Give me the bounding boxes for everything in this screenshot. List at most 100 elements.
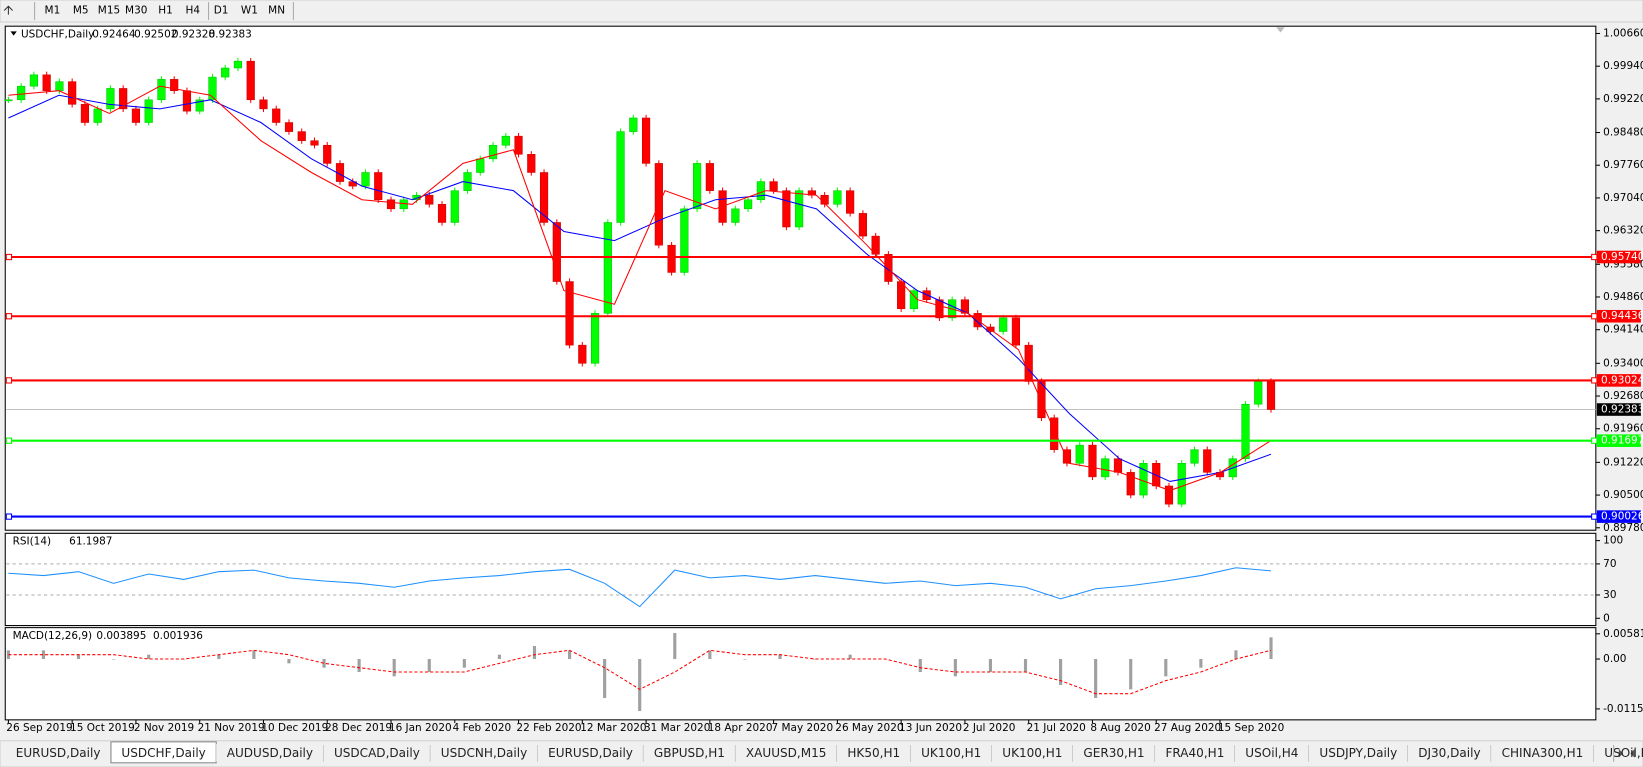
tab-background[interactable] [323, 743, 431, 762]
tab-background[interactable] [643, 743, 736, 762]
timeframe-button[interactable]: MN [268, 4, 285, 16]
tab-background[interactable] [735, 743, 837, 762]
tab-label[interactable]: XAUUSD,M15 [746, 746, 827, 760]
timeframe-button[interactable]: M15 [98, 4, 120, 16]
tab[interactable]: GER30,H1 [1072, 743, 1156, 762]
x-tick-label: 21 Nov 2019 [198, 722, 265, 734]
candle [1190, 449, 1199, 464]
candle [272, 108, 281, 123]
tab-label[interactable]: USDCHF,Daily [121, 746, 205, 760]
level-label: 0.94436 [1601, 310, 1643, 322]
candle [284, 122, 294, 132]
level-anchor[interactable] [1591, 253, 1598, 261]
candle [514, 135, 523, 155]
timeframe-button[interactable]: D1 [214, 4, 229, 16]
tab-label[interactable]: CHINA300,H1 [1502, 746, 1584, 760]
tab-background[interactable] [1155, 743, 1235, 762]
tab-background[interactable] [1308, 743, 1408, 762]
candle [858, 213, 867, 237]
timeframe-button[interactable]: H1 [158, 4, 173, 16]
tab[interactable]: XAUUSD,M15 [735, 743, 838, 762]
timeframe-button[interactable]: M1 [45, 4, 61, 16]
tab[interactable]: UK100,H1 [991, 743, 1074, 762]
tab-background[interactable] [1234, 743, 1309, 762]
macd-bar [112, 659, 116, 660]
timeframe-button[interactable]: W1 [241, 4, 258, 16]
level-anchor[interactable] [5, 313, 13, 320]
tab-label[interactable]: DJ30,Daily [1418, 746, 1480, 760]
x-tick-label: 12 Mar 2020 [580, 722, 646, 734]
tab[interactable]: AUDUSD,Daily [216, 743, 325, 762]
tab-label[interactable]: HK50,H1 [847, 746, 900, 760]
y-tick-label: 0.92680 [1603, 390, 1643, 402]
macd-signal: 0.001936 [153, 630, 203, 642]
x-tick-label: 28 Dec 2019 [325, 722, 392, 734]
tab-label[interactable]: USOil,H4 [1245, 746, 1298, 760]
menu-arrow[interactable] [10, 31, 17, 36]
macd-bar [76, 654, 81, 660]
tab[interactable]: HK50,H1 [836, 743, 912, 762]
tab-background[interactable] [5, 743, 111, 762]
tool-icon[interactable] [3, 5, 13, 15]
tab-background[interactable] [991, 743, 1073, 762]
tab-background[interactable] [836, 743, 911, 762]
tab-label[interactable]: GER30,H1 [1083, 746, 1144, 760]
tab[interactable]: USOil,H [1593, 743, 1643, 762]
tab-background[interactable] [1407, 743, 1492, 762]
level-anchor[interactable] [5, 253, 13, 261]
tab-background[interactable] [1072, 743, 1156, 762]
timeframe-button[interactable]: M30 [125, 4, 147, 16]
tab-label[interactable]: GBPUSD,H1 [654, 746, 725, 760]
timeframe-button[interactable]: M5 [73, 4, 89, 16]
level-anchor[interactable] [5, 377, 13, 384]
tab[interactable]: FRA40,H1 [1155, 743, 1236, 762]
tab-background[interactable] [216, 743, 324, 762]
tab[interactable]: UK100,H1 [910, 743, 993, 762]
tab-label[interactable]: UK100,H1 [921, 746, 981, 760]
tab[interactable]: USDCNH,Daily [430, 743, 539, 762]
tab-background[interactable] [910, 743, 992, 762]
candle [501, 135, 510, 146]
tab[interactable]: USOil,H4 [1234, 743, 1310, 762]
tab-background[interactable] [430, 743, 538, 762]
tab[interactable]: USDJPY,Daily [1308, 743, 1409, 762]
tab-label[interactable]: AUDUSD,Daily [227, 746, 313, 760]
tab-background[interactable] [537, 743, 644, 762]
tab-label[interactable]: USDCNH,Daily [441, 746, 527, 760]
current-price-box [1596, 403, 1641, 416]
tab[interactable]: EURUSD,Daily [5, 743, 112, 762]
tab[interactable]: DJ30,Daily [1407, 743, 1492, 762]
level-anchor[interactable] [1591, 313, 1598, 320]
tab[interactable]: USDCAD,Daily [323, 743, 431, 762]
macd-bar [708, 650, 712, 660]
tab[interactable]: USDCHF,Daily [110, 741, 217, 764]
level-anchor[interactable] [1591, 513, 1598, 520]
level-label-box [1596, 510, 1641, 523]
tab-label[interactable]: EURUSD,Daily [548, 746, 633, 760]
level-anchor[interactable] [1591, 437, 1598, 444]
shift-marker [1276, 27, 1285, 33]
tab[interactable]: GBPUSD,H1 [643, 743, 736, 762]
candle [693, 163, 702, 210]
timeframe-button[interactable]: H4 [186, 4, 201, 16]
rsi-label: RSI(14) [13, 536, 51, 548]
tab-scroll[interactable] [1618, 749, 1635, 758]
tab-label[interactable]: FRA40,H1 [1166, 746, 1225, 760]
level-label: 0.90026 [1601, 511, 1643, 523]
tab-background[interactable] [1491, 743, 1594, 762]
tab-label[interactable]: USDJPY,Daily [1319, 746, 1397, 760]
level-anchor[interactable] [5, 437, 13, 444]
tab[interactable]: EURUSD,Daily [537, 743, 644, 762]
current-price-label: 0.92383 [1601, 404, 1643, 416]
tab-background[interactable] [1593, 743, 1614, 762]
level-anchor[interactable] [1591, 377, 1598, 384]
tab-label[interactable]: USOil,H [1604, 746, 1643, 760]
tab-label[interactable]: UK100,H1 [1002, 746, 1062, 760]
tab-label[interactable]: USDCAD,Daily [334, 746, 420, 760]
tab[interactable]: CHINA300,H1 [1491, 743, 1595, 762]
x-tick-label: 10 Dec 2019 [261, 722, 328, 734]
rsi-current: 61.1987 [69, 536, 112, 548]
level-anchor[interactable] [5, 513, 13, 520]
tab-label[interactable]: EURUSD,Daily [16, 746, 101, 760]
x-tick-label: 13 Jun 2020 [899, 722, 962, 734]
